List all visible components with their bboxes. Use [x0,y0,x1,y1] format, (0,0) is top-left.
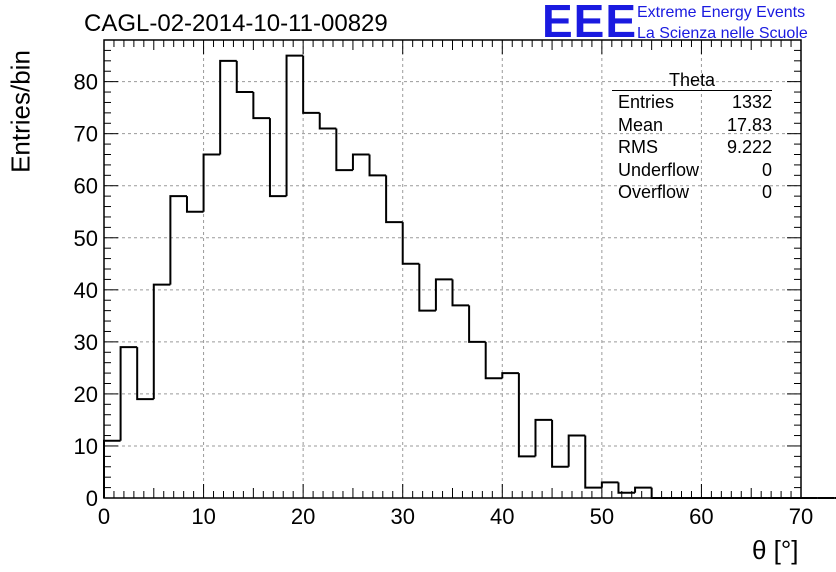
histogram-bin [268,118,287,198]
x-tick-label: 60 [689,504,713,529]
histogram-bin [335,128,353,172]
histogram-bin [152,283,171,400]
stats-value: 0 [761,159,772,180]
stats-value: 1332 [731,92,772,112]
axes [103,39,802,499]
histogram-bin [302,55,320,114]
x-tick-label: 50 [590,504,614,529]
stats-label: Underflow [618,159,700,180]
y-tick-label: 40 [74,278,98,303]
histogram-bin [468,305,486,343]
y-tick-label: 0 [86,486,98,511]
histogram-bin [650,487,669,499]
histogram-bin [136,347,154,401]
histogram-bin [584,435,602,489]
histogram-bin [169,195,187,285]
histogram-bin [434,278,453,311]
stats-value: 9.222 [726,137,772,157]
y-tick-label: 70 [74,122,98,147]
x-tick-label: 20 [291,504,315,529]
histogram-bin [451,279,470,307]
histogram-bin [103,439,121,498]
logo-caption-line2: La Scienza nelle Scuole [637,25,808,42]
logo-caption-line1: Extreme Energy Events [637,4,806,21]
chart-title: CAGL-02-2014-10-11-00829 [84,10,388,37]
histogram-bin [368,154,387,177]
stats-row-underflow: Underflow 0 [612,159,772,182]
histogram-bin [285,54,304,197]
histogram-bin [567,434,586,467]
histogram-bars [103,54,836,499]
x-tick-label: 0 [98,504,110,529]
histogram-bin [501,372,519,379]
eee-logo: EEE [542,0,638,47]
y-tick-label: 30 [74,330,98,355]
y-tick-label: 50 [74,226,98,251]
stats-value: 0 [761,182,772,202]
stats-label: RMS [618,137,658,157]
histogram-bin [185,196,204,213]
stats-row-overflow: Overflow 0 [612,181,772,204]
histogram-bin [318,112,337,130]
histogram-bin [235,60,254,94]
stats-box: Theta Entries 1332 Mean 17.83 RMS 9.222 … [612,70,772,204]
x-tick-label: 30 [390,504,414,529]
stats-label: Overflow [618,182,690,202]
histogram-bin [351,153,370,171]
tick-labels: 0 10 20 30 40 50 60 70 0 10 20 30 40 50 60 70 80 [74,70,814,529]
histogram-bin [634,486,652,493]
stats-label: Entries [618,92,675,112]
histogram-bin [534,418,553,457]
x-tick-label: 40 [490,504,514,529]
stats-row-mean: Mean 17.83 [612,114,772,137]
histogram-bin [418,263,436,312]
x-tick-label: 70 [789,504,813,529]
histogram-bin [484,341,503,380]
y-tick-label: 10 [74,434,98,459]
stats-value: 17.83 [726,114,772,135]
histogram-bin [202,153,221,212]
histogram-bin [517,373,536,458]
y-tick-label: 20 [74,382,98,407]
histogram-bin [551,419,569,468]
stats-label: Mean [618,114,664,135]
histogram-bin [252,92,270,120]
stats-row-rms: RMS 9.222 [612,136,772,159]
y-tick-label: 80 [74,70,98,95]
histogram-bin [401,222,420,265]
y-axis-label: Entries/bin [5,50,36,173]
histogram-bin [385,175,403,224]
histogram-bin [600,481,619,488]
x-axis-label: θ [°] [752,535,799,565]
stats-row-entries: Entries 1332 [612,91,772,114]
histogram-bin [119,346,138,441]
histogram-bin [617,482,636,494]
stats-title: Theta [612,70,772,91]
y-tick-label: 60 [74,174,98,199]
histogram-bin [219,59,237,155]
x-tick-label: 10 [191,504,215,529]
